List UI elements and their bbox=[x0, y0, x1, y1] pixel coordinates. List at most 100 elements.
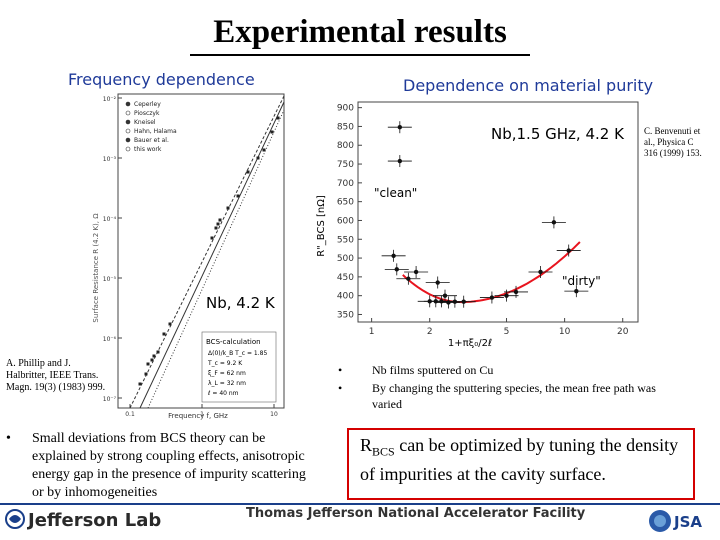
doe-jsa-logos-icon: JSA bbox=[649, 510, 702, 532]
x-tick-label: 20 bbox=[617, 327, 629, 337]
frequency-data-point bbox=[276, 116, 280, 120]
purity-data-point bbox=[461, 299, 466, 304]
bcs-inset-line-2: ξ_F = 62 nm bbox=[208, 370, 246, 377]
conclusion-box bbox=[347, 428, 695, 500]
bcs-line-3 bbox=[147, 109, 285, 409]
purity-data-point bbox=[435, 280, 440, 285]
x-tick-label: 0.1 bbox=[125, 411, 135, 418]
frequency-data-point bbox=[162, 332, 166, 336]
purity-data-point bbox=[397, 124, 403, 130]
y-tick-label: 400 bbox=[337, 292, 354, 302]
frequency-data-point bbox=[236, 194, 240, 198]
frequency-data-point bbox=[168, 322, 172, 326]
purity-plot-frame bbox=[357, 101, 639, 323]
purity-data-point bbox=[489, 295, 495, 300]
x-tick-label: 10 bbox=[559, 327, 571, 337]
bcs-inset-title: BCS-calculation bbox=[206, 338, 261, 346]
frequency-plot: 10⁻² 10⁻³ 10⁻⁴ 10⁻⁵ 10⁻⁶ 10⁻⁷ 0.1 1 10 Surface … bbox=[92, 93, 285, 420]
purity-heading: Dependence on material purity bbox=[403, 76, 654, 95]
purity-data-point bbox=[538, 269, 543, 275]
frequency-data-point bbox=[214, 226, 218, 230]
frequency-data-point bbox=[216, 222, 220, 226]
frequency-data-point bbox=[218, 218, 222, 222]
x-tick-label: 1 bbox=[200, 411, 204, 418]
frequency-data-point bbox=[270, 130, 274, 134]
frequency-data-point bbox=[246, 170, 250, 174]
reference-left: A. Phillip and J. Halbritter, IEEE Trans… bbox=[6, 358, 126, 394]
y-tick-label: 600 bbox=[337, 216, 354, 226]
y-tick-label: 700 bbox=[337, 179, 354, 189]
purity-data-point bbox=[504, 293, 509, 298]
reference-right-line: C. Benvenuti et bbox=[644, 126, 701, 136]
nb-15ghz-annotation: Nb,1.5 GHz, 4.2 K bbox=[491, 125, 624, 143]
purity-plot: 900 850 800 750 700 650 600 550 500 450 400 350 1 2 5… bbox=[316, 101, 639, 349]
title-underline bbox=[190, 54, 530, 56]
bcs-line-2 bbox=[139, 101, 285, 409]
legend-label: Piosczyk bbox=[134, 110, 160, 117]
purity-data-point bbox=[566, 248, 571, 253]
bcs-inset-line-0: Δ(0)/k_B T_c = 1.85 bbox=[208, 350, 267, 357]
bullet-dot: • bbox=[6, 431, 11, 446]
purity-data-point bbox=[446, 300, 451, 305]
purity-data-point bbox=[413, 269, 419, 275]
footer-logo-text: Jefferson Lab bbox=[28, 510, 162, 531]
bcs-line-1 bbox=[129, 95, 285, 409]
y-tick-label: 10⁻⁷ bbox=[103, 396, 117, 403]
bullet-text: Nb films sputtered on Cu bbox=[372, 363, 494, 377]
legend-marker bbox=[125, 110, 131, 116]
conclusion-subscript: BCS bbox=[372, 444, 395, 459]
x-tick-label: 5 bbox=[504, 327, 510, 337]
frequency-plot-ylabel: Surface Resistance R (4.2 K), Ω bbox=[92, 213, 100, 323]
y-tick-label: 650 bbox=[337, 198, 354, 208]
purity-data-point bbox=[551, 220, 557, 225]
footer bbox=[0, 502, 720, 540]
bcs-inset-box bbox=[201, 331, 277, 403]
y-tick-label: 550 bbox=[337, 235, 354, 245]
purity-data-point bbox=[397, 158, 403, 164]
purity-data-point bbox=[574, 288, 579, 294]
y-tick-label: 10⁻⁶ bbox=[103, 336, 117, 343]
frequency-data-point bbox=[210, 236, 214, 240]
y-tick-label: 900 bbox=[337, 104, 354, 114]
frequency-data-point bbox=[262, 148, 266, 152]
legend-label: Bauer et al. bbox=[134, 137, 169, 144]
purity-plot-ylabel: R"_BCS [nΩ] bbox=[316, 195, 327, 257]
conclusion-lead: R bbox=[360, 435, 373, 455]
legend-label: Ceperley bbox=[134, 101, 161, 108]
frequency-data-point bbox=[156, 350, 160, 354]
jefferson-lab-logo-icon bbox=[5, 509, 25, 529]
y-tick-label: 800 bbox=[337, 141, 354, 151]
slide-title: Experimental results bbox=[213, 14, 507, 50]
legend-marker bbox=[125, 119, 131, 125]
conclusion-rest: can be optimized by tuning the density o… bbox=[360, 435, 679, 484]
y-tick-label: 10⁻² bbox=[103, 96, 117, 103]
purity-data-point bbox=[391, 253, 396, 259]
frequency-data-point bbox=[226, 206, 230, 210]
nb-4k-annotation: Nb, 4.2 K bbox=[206, 294, 275, 312]
reference-right-line: al., Physica C bbox=[644, 137, 694, 147]
bullet-text: Small deviations from BCS theory can be … bbox=[32, 431, 306, 500]
frequency-data-point bbox=[256, 156, 260, 160]
y-tick-label: 750 bbox=[337, 160, 354, 170]
reference-left-line: Magn. 19(3) (1983) 999. bbox=[6, 382, 106, 393]
y-tick-label: 850 bbox=[337, 122, 354, 132]
bcs-inset-line-4: ℓ = 40 nm bbox=[207, 390, 239, 397]
legend-marker bbox=[125, 137, 131, 143]
bullet-item: • Nb films sputtered on Cu bbox=[338, 362, 668, 378]
footer-rule bbox=[0, 503, 720, 505]
dirty-label: "dirty" bbox=[562, 274, 601, 288]
bullet-text: By changing the sputtering species, the … bbox=[372, 381, 656, 411]
conclusion-text: RBCS can be optimized by tuning the dens… bbox=[360, 434, 690, 485]
legend-label: Kneisel bbox=[134, 119, 156, 126]
legend-marker bbox=[125, 128, 131, 134]
svg-text:JSA: JSA bbox=[673, 513, 702, 531]
frequency-data-point bbox=[144, 372, 148, 376]
frequency-data-point bbox=[152, 354, 156, 358]
legend-label: Hahn, Halama bbox=[134, 128, 177, 135]
reference-right-line: 316 (1999) 153. bbox=[644, 148, 702, 158]
x-tick-label: 10 bbox=[270, 411, 278, 418]
purity-data-point bbox=[406, 276, 411, 281]
y-tick-label: 10⁻⁴ bbox=[103, 216, 117, 223]
y-tick-label: 500 bbox=[337, 254, 354, 264]
frequency-data-point bbox=[146, 362, 150, 366]
